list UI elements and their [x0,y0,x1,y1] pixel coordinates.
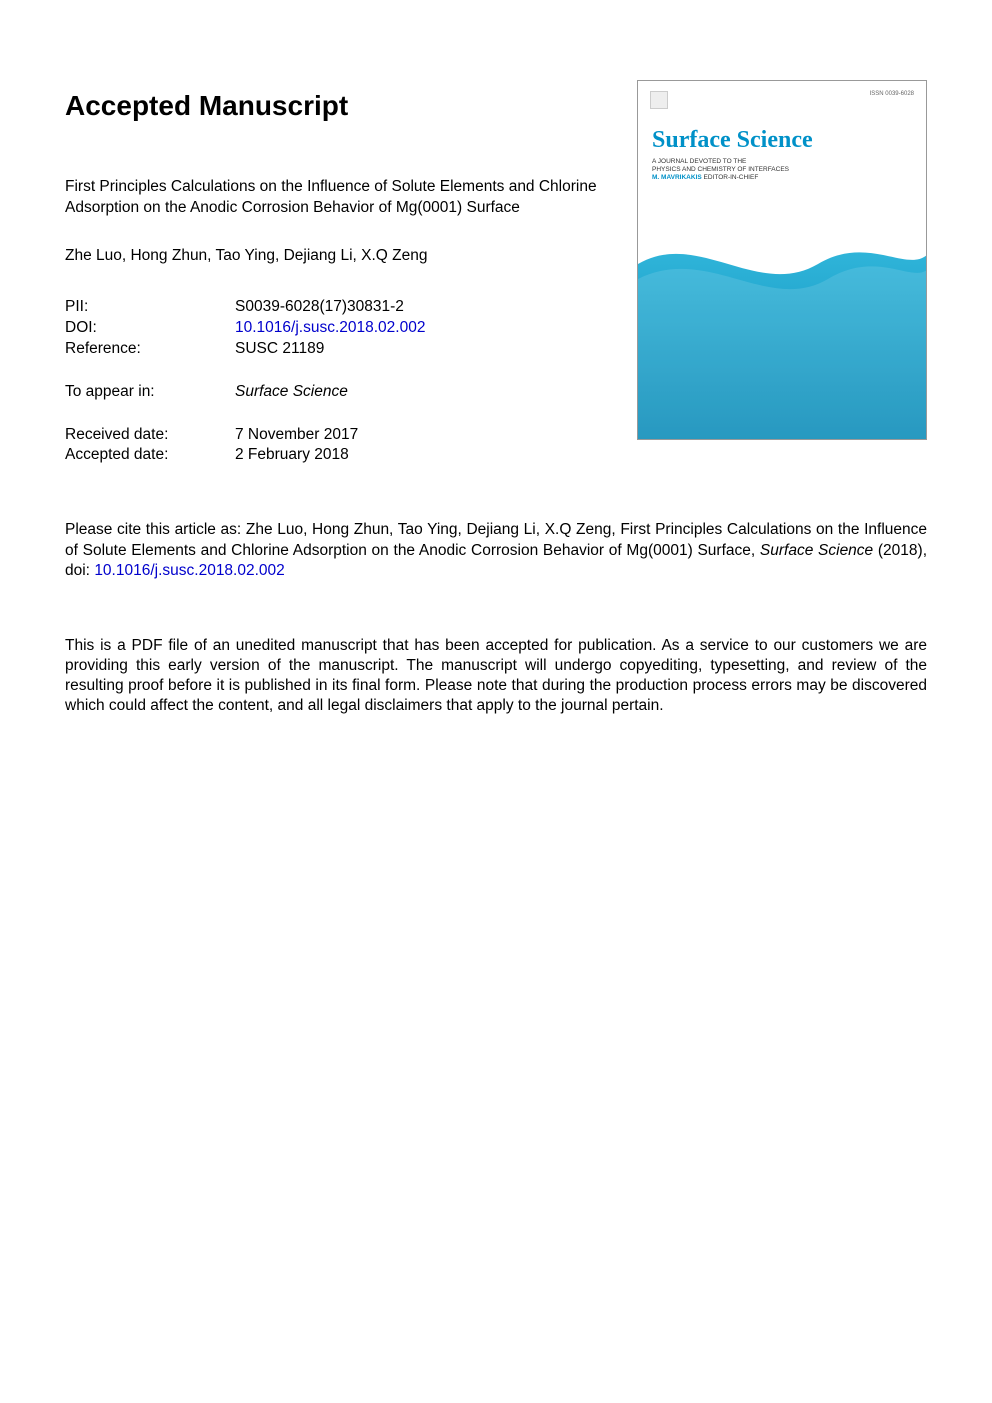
cover-subtitle-line1: A JOURNAL DEVOTED TO THE [652,158,746,165]
appear-label: To appear in: [65,382,235,403]
article-authors: Zhe Luo, Hong Zhun, Tao Ying, Dejiang Li… [65,247,625,265]
meta-row-received: Received date: 7 November 2017 [65,425,625,446]
meta-block-dates: Received date: 7 November 2017 Accepted … [65,425,625,467]
meta-row-pii: PII: S0039-6028(17)30831-2 [65,297,625,318]
meta-row-appear: To appear in: Surface Science [65,382,625,403]
pii-label: PII: [65,297,235,318]
accepted-value: 2 February 2018 [235,445,625,466]
meta-row-reference: Reference: SUSC 21189 [65,339,625,360]
cover-subtitle-line2: PHYSICS AND CHEMISTRY OF INTERFACES [652,166,789,173]
citation-journal: Surface Science [760,542,873,559]
citation-paragraph: Please cite this article as: Zhe Luo, Ho… [65,520,927,580]
header-row: Accepted Manuscript First Principles Cal… [65,90,927,488]
meta-row-accepted: Accepted date: 2 February 2018 [65,445,625,466]
cover-issn: ISSN 0039-6028 [870,91,914,109]
meta-block-ids: PII: S0039-6028(17)30831-2 DOI: 10.1016/… [65,297,625,360]
elsevier-logo-icon [650,91,668,109]
reference-value: SUSC 21189 [235,339,625,360]
cover-editor-role: EDITOR-IN-CHIEF [702,174,759,181]
citation-doi-link[interactable]: 10.1016/j.susc.2018.02.002 [94,562,284,579]
cover-journal-title: Surface Science [638,119,926,158]
received-label: Received date: [65,425,235,446]
meta-row-doi: DOI: 10.1016/j.susc.2018.02.002 [65,318,625,339]
doi-link[interactable]: 10.1016/j.susc.2018.02.002 [235,318,625,339]
appear-value: Surface Science [235,382,625,403]
cover-subtitle: A JOURNAL DEVOTED TO THE PHYSICS AND CHE… [638,158,926,181]
accepted-manuscript-heading: Accepted Manuscript [65,90,625,122]
meta-block-appear: To appear in: Surface Science [65,382,625,403]
cover-topbar: ISSN 0039-6028 [638,81,926,119]
cover-wave-graphic [638,224,927,439]
journal-cover-thumbnail: ISSN 0039-6028 Surface Science A JOURNAL… [637,80,927,440]
reference-label: Reference: [65,339,235,360]
left-column: Accepted Manuscript First Principles Cal… [65,90,625,488]
cover-editor-name: M. MAVRIKAKIS [652,174,702,181]
received-value: 7 November 2017 [235,425,625,446]
article-title: First Principles Calculations on the Inf… [65,177,625,219]
doi-label: DOI: [65,318,235,339]
disclaimer-paragraph: This is a PDF file of an unedited manusc… [65,636,927,717]
accepted-label: Accepted date: [65,445,235,466]
pii-value: S0039-6028(17)30831-2 [235,297,625,318]
